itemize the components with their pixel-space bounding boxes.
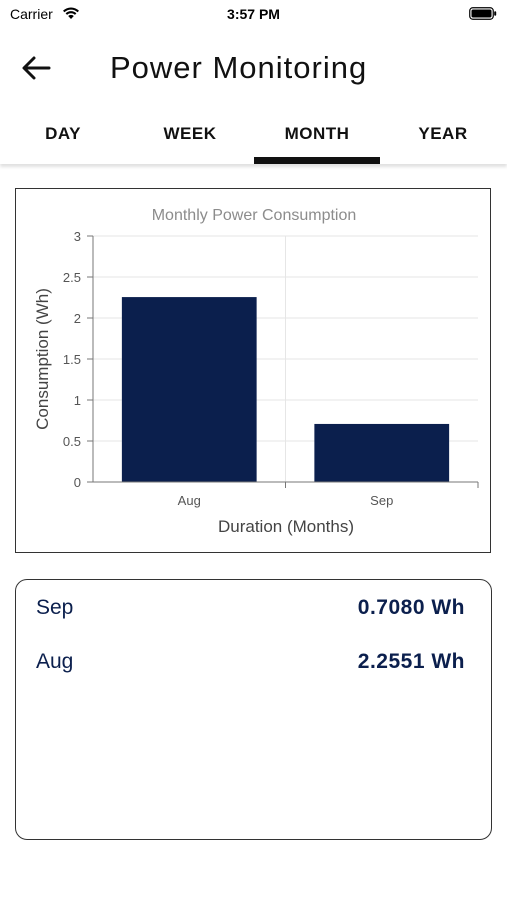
x-axis-label: Duration (Months) <box>218 517 354 536</box>
status-time: 3:57 PM <box>227 6 280 22</box>
y-tick-label: 2.5 <box>63 270 81 285</box>
tab-week[interactable]: WEEK <box>163 124 217 143</box>
summary-card: Sep 0.7080 Wh Aug 2.2551 Wh <box>15 579 492 840</box>
y-axis-label: Consumption (Wh) <box>33 288 52 430</box>
period-tabs: DAY WEEK MONTH YEAR <box>0 112 507 164</box>
header: Power Monitoring <box>0 40 507 94</box>
back-button[interactable] <box>16 48 56 88</box>
arrow-left-icon <box>22 56 51 80</box>
y-tick-label: 1.5 <box>63 352 81 367</box>
summary-value: 2.2551 Wh <box>357 650 465 673</box>
y-tick-label: 3 <box>74 229 81 244</box>
wifi-icon <box>62 6 80 20</box>
bar-sep <box>314 423 450 482</box>
y-tick-label: 0 <box>74 475 81 490</box>
x-tick-label: Aug <box>178 493 201 508</box>
chart-card: Monthly Power Consumption 0 0.5 1 1.5 2 2.5 3 A… <box>15 188 491 553</box>
carrier-label: Carrier <box>10 6 53 22</box>
summary-month: Sep <box>36 596 74 619</box>
status-bar: Carrier 3:57 PM <box>0 0 507 28</box>
summary-value: 0.7080 Wh <box>357 596 465 619</box>
y-tick-label: 1 <box>74 393 81 408</box>
list-item: Sep 0.7080 Wh <box>16 592 491 624</box>
list-item: Aug 2.2551 Wh <box>16 646 491 678</box>
tab-day[interactable]: DAY <box>45 124 81 143</box>
page-title: Power Monitoring <box>110 50 368 85</box>
y-tick-label: 2 <box>74 311 81 326</box>
battery-icon <box>469 7 497 20</box>
selected-tab-indicator <box>254 157 380 164</box>
summary-month: Aug <box>36 650 74 673</box>
bar-chart: Monthly Power Consumption 0 0.5 1 1.5 2 2.5 3 A… <box>33 207 479 536</box>
y-tick-label: 0.5 <box>63 434 81 449</box>
tab-year[interactable]: YEAR <box>418 124 468 143</box>
bar-aug <box>121 297 257 482</box>
chart-title: Monthly Power Consumption <box>152 207 357 224</box>
tab-month[interactable]: MONTH <box>284 124 350 143</box>
x-tick-label: Sep <box>370 493 393 508</box>
